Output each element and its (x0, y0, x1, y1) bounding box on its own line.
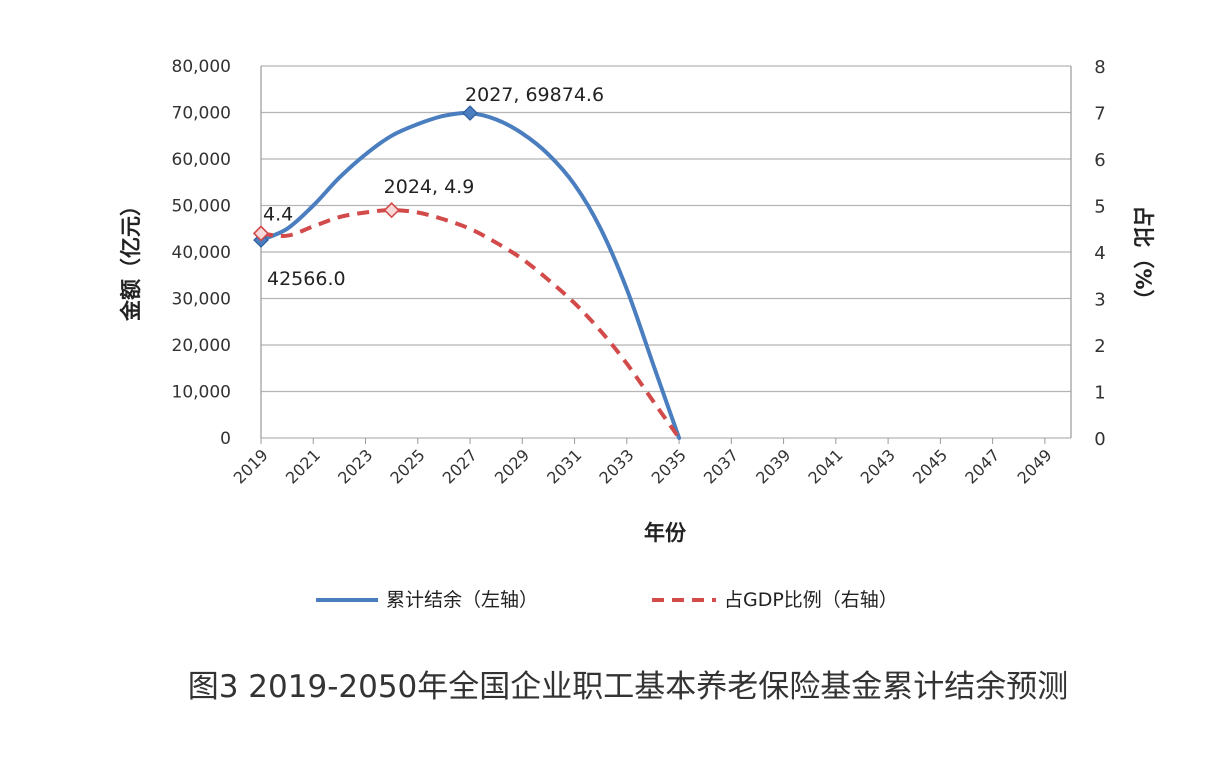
right-axis-tick-label: 1 (1094, 383, 1105, 404)
grid-layer (261, 65, 1071, 439)
data-label: 42566.0 (267, 268, 346, 290)
data-label: 2024, 4.9 (384, 176, 475, 198)
right-axis-tick-label: 7 (1094, 104, 1105, 125)
figure-caption: 图3 2019-2050年全国企业职工基本养老保险基金累计结余预测 (188, 669, 1069, 705)
series-2-marker (383, 202, 400, 219)
x-axis-tick-label: 2045 (909, 445, 951, 487)
left-axis-tick-label: 70,000 (172, 104, 231, 124)
x-axis-tick-label: 2047 (961, 445, 1003, 487)
right-axis-tick-label: 0 (1094, 429, 1105, 450)
legend-label-series-1: 累计结余（左轴） (386, 589, 538, 611)
x-axis-tick-label: 2035 (648, 445, 690, 487)
left-axis-tick-label: 50,000 (172, 197, 231, 217)
right-axis-tick-label: 8 (1094, 57, 1105, 78)
series-1-marker (462, 105, 478, 121)
x-axis-tick-label: 2025 (386, 445, 428, 487)
x-axis-tick-label: 2043 (857, 445, 899, 487)
left-axis-tick-label: 10,000 (172, 383, 231, 403)
left-axis-tick-label: 40,000 (172, 243, 231, 263)
right-axis-tick-label: 5 (1094, 197, 1105, 218)
series-layer (252, 105, 682, 440)
x-axis-tick-label: 2029 (491, 445, 533, 487)
x-axis-title: 年份 (644, 521, 687, 545)
x-axis-tick-label: 2037 (700, 445, 742, 487)
x-axis-tick-label: 2019 (230, 445, 272, 487)
series-line-2 (260, 208, 681, 440)
x-axis-tick-label: 2041 (804, 445, 846, 487)
left-axis-tick-label: 60,000 (172, 150, 231, 170)
x-axis-tick-label: 2049 (1013, 445, 1055, 487)
series-2-marker (252, 225, 270, 242)
legend-label-series-2: 占GDP比例（右轴） (724, 589, 898, 611)
right-axis-tick-label: 6 (1094, 150, 1105, 171)
label-layer: 42566.0 2027, 69874.6 4.4 2024, 4.9 (263, 84, 604, 290)
left-axis-tick-label: 20,000 (172, 336, 231, 356)
x-axis-tick-label: 2023 (334, 445, 376, 487)
left-axis-tick-label: 80,000 (172, 57, 231, 77)
legend: 累计结余（左轴） 占GDP比例（右轴） (316, 589, 898, 611)
x-axis-tick-label: 2031 (543, 445, 585, 487)
left-axis-tick-label: 0 (220, 429, 231, 449)
left-axis-title: 金额（亿元） (119, 195, 143, 322)
x-axis-tick-label: 2039 (752, 445, 794, 487)
x-axis-tick-label: 2033 (595, 445, 637, 487)
data-label: 4.4 (263, 203, 293, 225)
right-axis-tick-label: 2 (1094, 336, 1105, 357)
right-axis-tick-label: 3 (1094, 290, 1105, 311)
right-axis-tick-label: 4 (1094, 243, 1105, 264)
x-axis-tick-label: 2021 (282, 445, 324, 487)
left-axis-tick-label: 30,000 (172, 290, 231, 310)
data-label: 2027, 69874.6 (465, 84, 604, 106)
right-axis-title: 占比（%） (1131, 205, 1155, 310)
x-axis-tick-label: 2027 (439, 445, 481, 487)
